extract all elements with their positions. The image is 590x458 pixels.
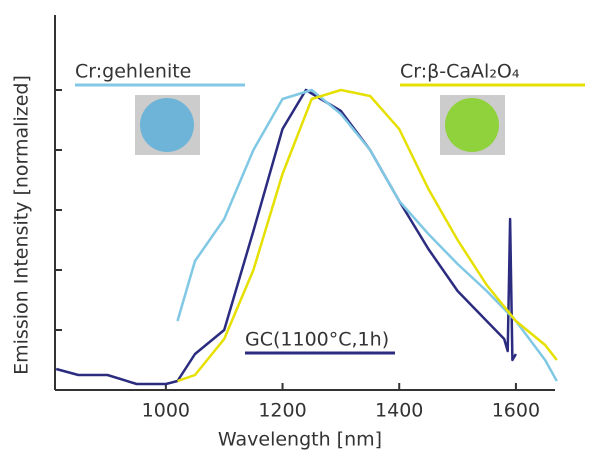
x-tick-label: 1600 — [492, 400, 540, 422]
x-tick-label: 1200 — [258, 400, 306, 422]
y-axis-label: Emission Intensity [normalized] — [11, 75, 33, 375]
sample-disc — [445, 98, 499, 152]
series-line — [176, 88, 558, 382]
x-tick-label: 1000 — [142, 400, 190, 422]
x-axis-label: Wavelength [nm] — [218, 429, 382, 451]
sample-disc — [140, 98, 194, 152]
legend-label: Cr:β-CaAl₂O₄ — [400, 61, 520, 83]
legend-label: GC(1100°C,1h) — [245, 329, 389, 351]
series-line — [177, 88, 558, 383]
legend-label: Cr:gehlenite — [75, 61, 191, 83]
x-tick-label: 1400 — [375, 400, 423, 422]
